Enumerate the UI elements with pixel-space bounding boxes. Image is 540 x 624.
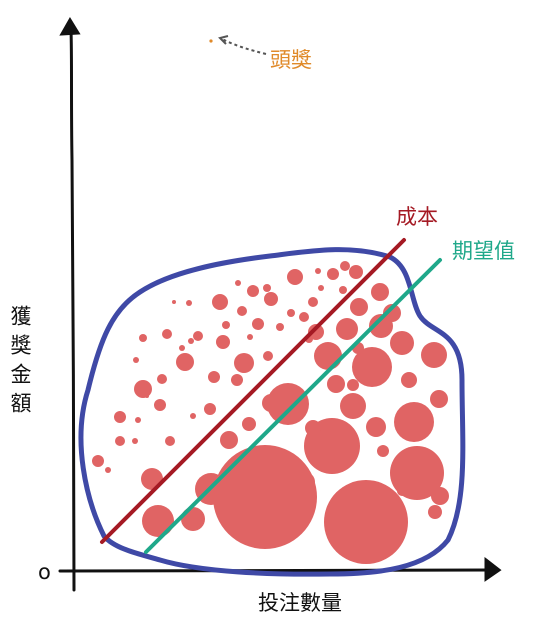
bubble <box>267 383 309 425</box>
bubble <box>162 329 172 339</box>
bubble <box>165 436 175 446</box>
bubble <box>172 300 176 304</box>
x-axis-label: 投注數量 <box>258 591 342 615</box>
bubble <box>287 309 295 317</box>
bubble <box>299 312 309 322</box>
bubble <box>145 394 149 398</box>
bubble <box>340 261 350 271</box>
bubble <box>193 331 203 341</box>
bubble <box>213 445 317 549</box>
bubble <box>308 297 318 307</box>
bubble <box>276 323 284 331</box>
bubble <box>190 413 196 419</box>
bubble <box>235 280 241 286</box>
bubble <box>212 294 228 310</box>
bubble <box>139 334 147 342</box>
jackpot-point <box>209 39 213 43</box>
jackpot-arrowhead-icon <box>218 35 229 45</box>
bubble <box>114 411 126 423</box>
bubble-cluster <box>92 261 449 564</box>
axes <box>58 17 502 592</box>
bubble <box>287 269 303 285</box>
bubble <box>324 480 408 564</box>
bubble <box>179 345 185 351</box>
bubble <box>92 455 104 467</box>
cost-line <box>100 238 406 544</box>
bubble <box>366 417 386 437</box>
bubble <box>347 379 359 391</box>
origin-label: o <box>38 560 51 584</box>
bubble <box>421 342 447 368</box>
bubble <box>231 374 243 386</box>
bubble <box>327 375 345 393</box>
bubble <box>315 268 321 274</box>
bubble <box>247 334 253 340</box>
ticket-region-outline <box>78 247 466 577</box>
x-axis-arrow-icon <box>484 556 502 582</box>
bubble <box>327 268 339 280</box>
bubble <box>247 285 259 297</box>
bubble <box>204 403 216 415</box>
bubble <box>181 507 205 531</box>
x-axis <box>58 568 494 573</box>
bubble <box>305 420 321 436</box>
bubble <box>216 335 230 349</box>
bubble <box>431 487 449 505</box>
bubble <box>352 347 392 387</box>
bubble <box>383 304 401 322</box>
bubble <box>186 300 192 306</box>
bubble <box>349 265 363 279</box>
bubble <box>295 472 315 492</box>
bubble <box>135 417 141 423</box>
bubble <box>340 393 366 419</box>
bubble <box>132 438 138 444</box>
bubble <box>154 399 166 411</box>
bubble <box>252 318 264 330</box>
jackpot-label: 頭獎 <box>270 48 312 72</box>
bubble <box>134 380 152 398</box>
bubble <box>371 283 389 301</box>
bubble <box>208 371 220 383</box>
bubble <box>430 390 448 408</box>
bubble <box>188 338 194 344</box>
bubble <box>336 318 358 340</box>
bubble <box>234 353 254 373</box>
expected-value-label: 期望值 <box>452 239 515 263</box>
bubble <box>263 284 271 292</box>
bubble <box>237 306 247 316</box>
bubble <box>176 353 194 371</box>
bubble <box>105 467 111 473</box>
bubble <box>157 374 167 384</box>
bubble <box>339 286 347 294</box>
jackpot-arrow-icon <box>221 38 267 55</box>
bubble <box>428 505 442 519</box>
bubble <box>142 505 174 537</box>
y-axis <box>69 28 76 592</box>
bubble <box>401 372 417 388</box>
bubble <box>115 436 125 446</box>
bubble <box>377 445 389 457</box>
y-axis-label: 獲獎金額 <box>8 305 32 421</box>
cost-label: 成本 <box>396 205 438 229</box>
expected-value-line <box>144 258 442 554</box>
bubble <box>263 351 273 361</box>
bubble <box>350 298 368 316</box>
bubble <box>220 431 238 449</box>
bubble <box>390 331 414 355</box>
bubble <box>397 486 407 496</box>
bubble <box>308 324 324 340</box>
bubble <box>262 394 280 412</box>
bubble <box>394 402 434 442</box>
bubble <box>314 342 342 370</box>
bubble <box>318 285 324 291</box>
bubble <box>264 292 278 306</box>
bubble <box>222 321 230 329</box>
bubble <box>242 417 256 431</box>
bubble <box>133 357 139 363</box>
y-axis-arrow-icon <box>59 17 81 36</box>
